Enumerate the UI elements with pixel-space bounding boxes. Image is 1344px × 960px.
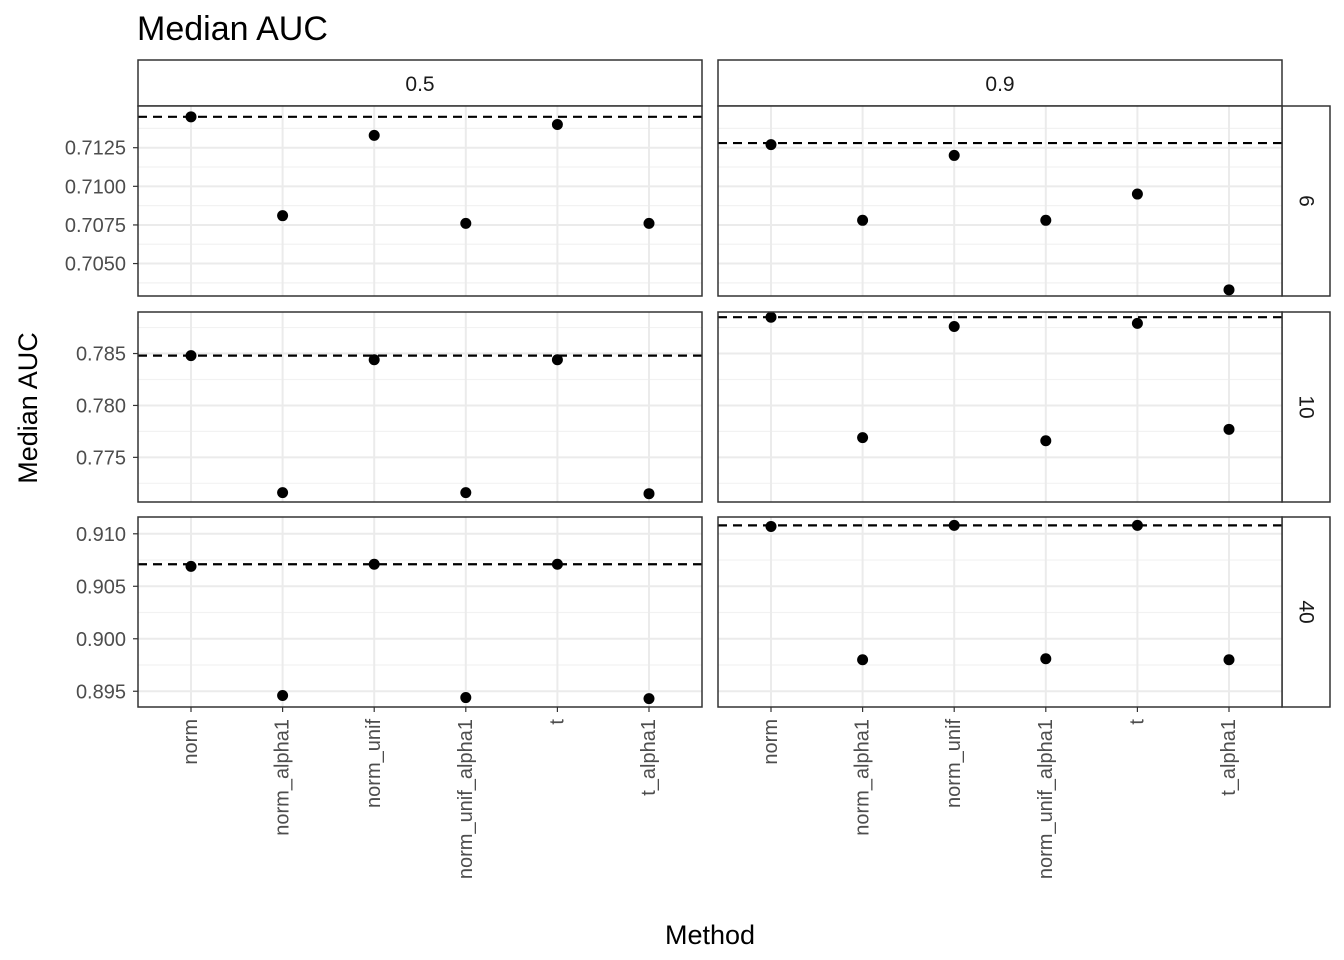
data-point-norm bbox=[765, 312, 777, 323]
x-tick-label-norm_alpha1: norm_alpha1 bbox=[272, 719, 294, 836]
data-point-t bbox=[1131, 317, 1143, 329]
panel-row-10-col-0.5 bbox=[137, 311, 703, 503]
y-tick-label: 0.7125 bbox=[65, 138, 126, 160]
chart-title: Median AUC bbox=[137, 10, 328, 48]
x-tick-label-t_alpha1: t_alpha1 bbox=[638, 719, 660, 796]
data-point-norm bbox=[185, 111, 197, 123]
data-point-norm_alpha1 bbox=[857, 214, 869, 226]
data-point-norm_alpha1 bbox=[857, 432, 869, 444]
x-tick-label-norm_unif: norm_unif bbox=[363, 719, 385, 808]
column-strip-0.9 bbox=[717, 59, 1283, 107]
panel-border bbox=[717, 105, 1283, 297]
row-strip-label-6: 6 bbox=[1295, 195, 1318, 207]
panel-border bbox=[717, 311, 1283, 503]
panel-border bbox=[717, 516, 1283, 708]
facet-panels: 0.5 0.9 6 0.7050 0.7075 0.7100 0.7125 10 0.775 0.… bbox=[65, 59, 1331, 879]
panel-plot-area bbox=[138, 312, 702, 502]
data-point-norm_unif bbox=[368, 354, 380, 366]
data-point-norm_unif bbox=[368, 129, 380, 141]
data-point-norm_unif bbox=[948, 149, 960, 161]
data-point-norm_alpha1 bbox=[277, 689, 289, 701]
panel-row-40-col-0.9 bbox=[717, 516, 1283, 708]
panel-row-40-col-0.5 bbox=[137, 516, 703, 708]
y-tick-label: 0.7100 bbox=[65, 176, 126, 198]
y-tick-label: 0.780 bbox=[76, 395, 126, 417]
panel-row-6-col-0.9 bbox=[717, 105, 1283, 297]
data-point-norm_unif bbox=[948, 519, 960, 531]
x-axis-title: Method bbox=[665, 920, 755, 950]
data-point-norm_unif bbox=[948, 321, 960, 333]
column-strip-label-0.5: 0.5 bbox=[405, 73, 434, 96]
data-point-norm bbox=[765, 139, 777, 151]
panel-row-6-col-0.5 bbox=[137, 105, 703, 297]
y-tick-label: 0.910 bbox=[76, 524, 126, 546]
y-tick-label: 0.7050 bbox=[65, 254, 126, 276]
panel-border bbox=[137, 516, 703, 708]
y-tick-label: 0.785 bbox=[76, 344, 126, 366]
data-point-t_alpha1 bbox=[643, 217, 655, 229]
x-tick-label-norm_alpha1: norm_alpha1 bbox=[852, 719, 874, 836]
panel-plot-area bbox=[138, 517, 702, 707]
panel-background bbox=[138, 312, 702, 502]
x-tick-label-t: t bbox=[1126, 719, 1148, 725]
column-strip-0.5 bbox=[137, 59, 703, 107]
data-point-norm bbox=[185, 560, 197, 572]
row-strip-label-10: 10 bbox=[1295, 395, 1318, 418]
x-tick-label-norm: norm bbox=[760, 719, 782, 765]
data-point-t bbox=[1131, 519, 1143, 531]
data-point-t_alpha1 bbox=[1223, 423, 1235, 435]
data-point-norm_unif_alpha1 bbox=[460, 217, 472, 229]
data-point-t bbox=[551, 354, 563, 366]
panel-background bbox=[718, 312, 1282, 502]
x-tick-label-t: t bbox=[546, 719, 568, 725]
row-strip-40 bbox=[1281, 516, 1331, 708]
data-point-norm_unif_alpha1 bbox=[460, 487, 472, 499]
data-point-norm_alpha1 bbox=[277, 210, 289, 222]
x-tick-label-norm: norm bbox=[180, 719, 202, 765]
panel-row-10-col-0.9 bbox=[717, 311, 1283, 503]
data-point-norm_alpha1 bbox=[857, 654, 869, 666]
panel-border bbox=[137, 311, 703, 503]
column-strip-label-0.9: 0.9 bbox=[985, 73, 1014, 96]
panel-plot-area bbox=[718, 106, 1282, 296]
data-point-t_alpha1 bbox=[1223, 284, 1235, 296]
data-point-t_alpha1 bbox=[643, 693, 655, 705]
data-point-t bbox=[551, 558, 563, 570]
data-point-t bbox=[1131, 188, 1143, 200]
data-point-t_alpha1 bbox=[643, 488, 655, 500]
y-axis-title: Median AUC bbox=[13, 332, 43, 484]
panel-background bbox=[138, 106, 702, 296]
x-tick-label-t_alpha1: t_alpha1 bbox=[1218, 719, 1240, 796]
x-tick-label-norm_unif: norm_unif bbox=[943, 719, 965, 808]
panel-border bbox=[137, 105, 703, 297]
data-point-norm_unif_alpha1 bbox=[1040, 435, 1052, 447]
data-point-norm_unif_alpha1 bbox=[1040, 653, 1052, 665]
y-tick-label: 0.900 bbox=[76, 629, 126, 651]
x-tick-label-norm_unif_alpha1: norm_unif_alpha1 bbox=[455, 719, 477, 879]
y-tick-label: 0.7075 bbox=[65, 215, 126, 237]
data-point-t bbox=[551, 119, 563, 131]
x-tick-label-norm_unif_alpha1: norm_unif_alpha1 bbox=[1035, 719, 1057, 879]
data-point-norm_unif_alpha1 bbox=[1040, 214, 1052, 226]
data-point-norm_unif bbox=[368, 558, 380, 570]
panel-plot-area bbox=[138, 106, 702, 296]
y-tick-label: 0.775 bbox=[76, 447, 126, 469]
data-point-norm_unif_alpha1 bbox=[460, 692, 472, 704]
y-tick-label: 0.905 bbox=[76, 576, 126, 598]
row-strip-label-40: 40 bbox=[1295, 600, 1318, 623]
data-point-norm_alpha1 bbox=[277, 487, 289, 499]
data-point-norm bbox=[765, 520, 777, 532]
data-point-t_alpha1 bbox=[1223, 654, 1235, 666]
panel-plot-area bbox=[718, 517, 1282, 707]
panel-plot-area bbox=[718, 312, 1282, 502]
y-tick-label: 0.895 bbox=[76, 681, 126, 703]
data-point-norm bbox=[185, 350, 197, 362]
panel-background bbox=[718, 106, 1282, 296]
